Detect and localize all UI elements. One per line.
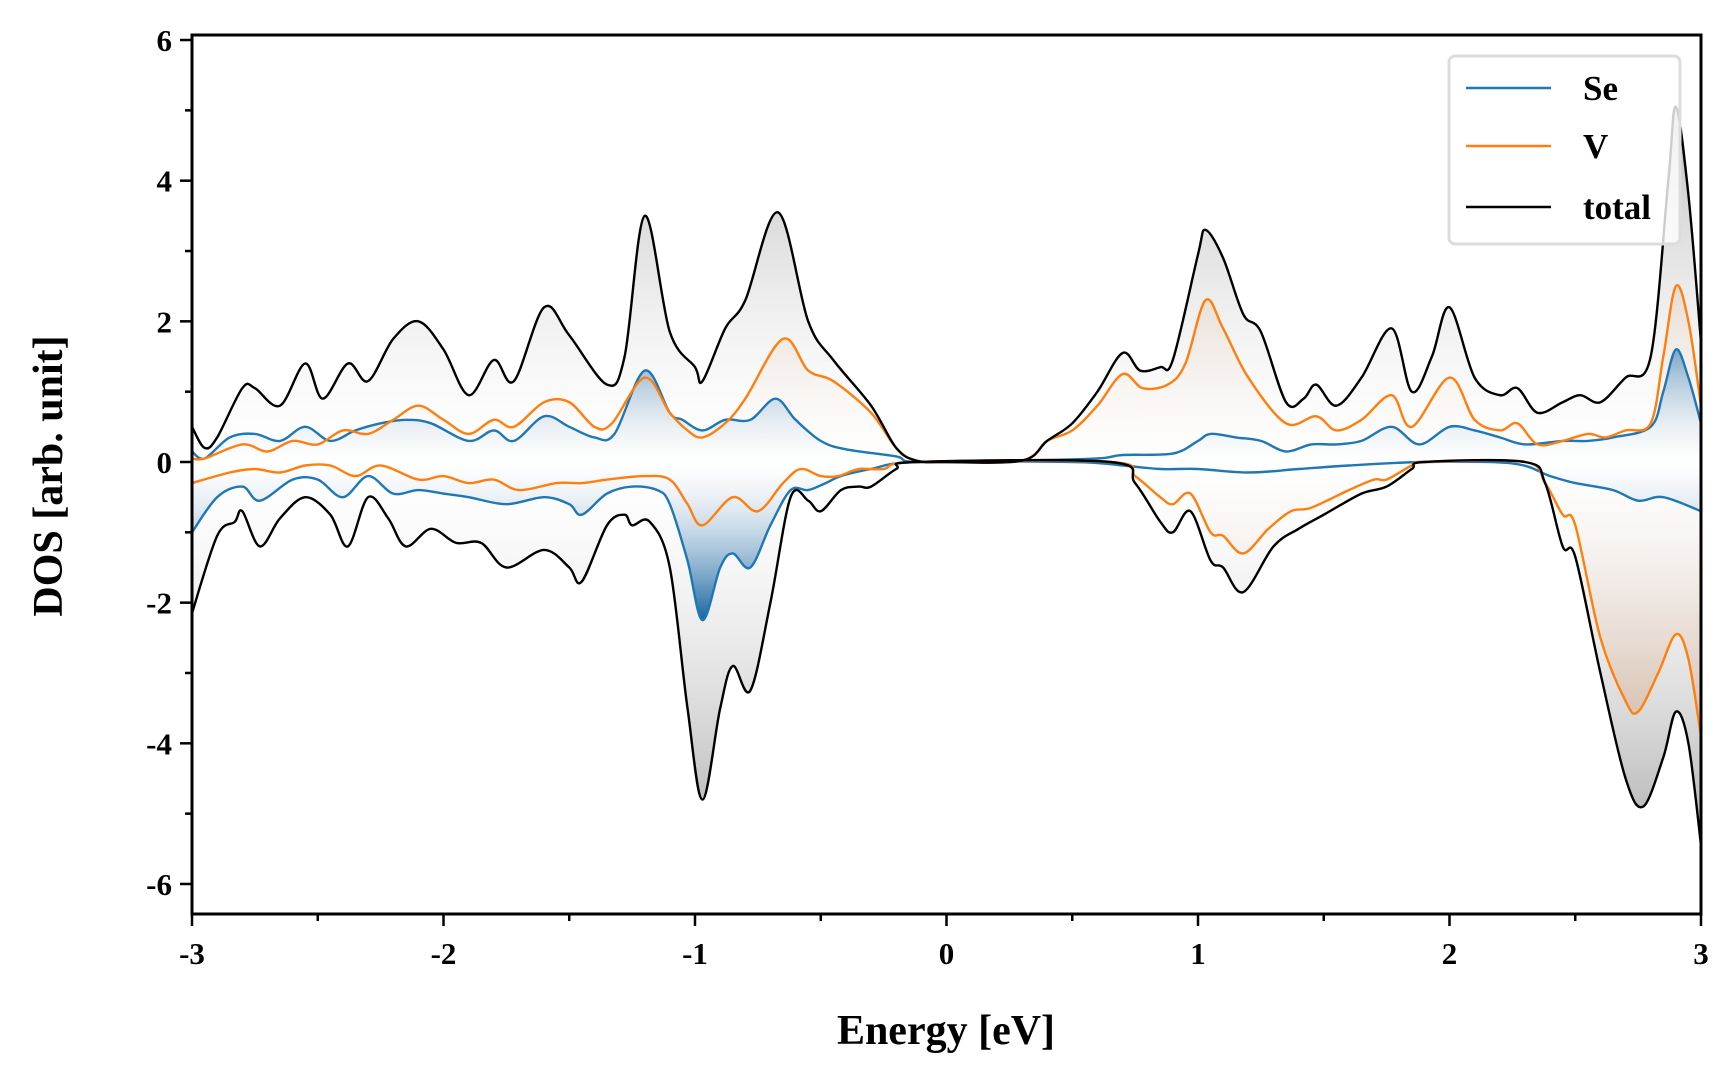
legend: Se V total [1447, 54, 1682, 246]
total-down-line [190, 458, 1703, 846]
x-tick-label: -1 [682, 936, 708, 971]
y-tick-label: 6 [157, 23, 173, 58]
y-tick-label: -6 [146, 867, 172, 902]
v-down-fill [192, 460, 1701, 737]
legend-label-total: total [1583, 188, 1651, 227]
se-up-fill [192, 349, 1701, 463]
legend-label-v: V [1583, 127, 1608, 166]
se-down-line [191, 460, 1702, 622]
x-tick-label: 2 [1442, 936, 1458, 971]
x-tick-label: -2 [431, 936, 457, 971]
x-tick-label: 3 [1693, 936, 1709, 971]
legend-box [1447, 54, 1682, 246]
series-fills [192, 106, 1701, 846]
x-tick-label: 1 [1190, 936, 1206, 971]
v-up-fill [192, 285, 1701, 463]
x-axis: -3 -2 -1 0 1 2 3 [179, 914, 1709, 971]
total-down-fill [192, 460, 1701, 846]
y-tick-label: -2 [146, 586, 172, 621]
y-tick-label: 0 [157, 445, 173, 480]
x-tick-label: 0 [939, 936, 955, 971]
total-up-fill [192, 106, 1701, 463]
x-axis-label: Energy [eV] [837, 1008, 1055, 1054]
x-tick-label: -3 [179, 936, 205, 971]
y-axis-label: DOS [arb. unit] [26, 335, 72, 616]
series-lines [190, 105, 1703, 846]
legend-label-se: Se [1583, 69, 1618, 108]
y-axis: 6 4 2 0 -2 -4 -6 [146, 23, 192, 902]
total-up-line [190, 105, 1703, 464]
y-tick-label: -4 [146, 726, 172, 761]
se-up-line [191, 348, 1703, 464]
se-down-fill [192, 461, 1701, 621]
y-tick-label: 4 [157, 164, 173, 199]
y-tick-label: 2 [157, 304, 173, 339]
